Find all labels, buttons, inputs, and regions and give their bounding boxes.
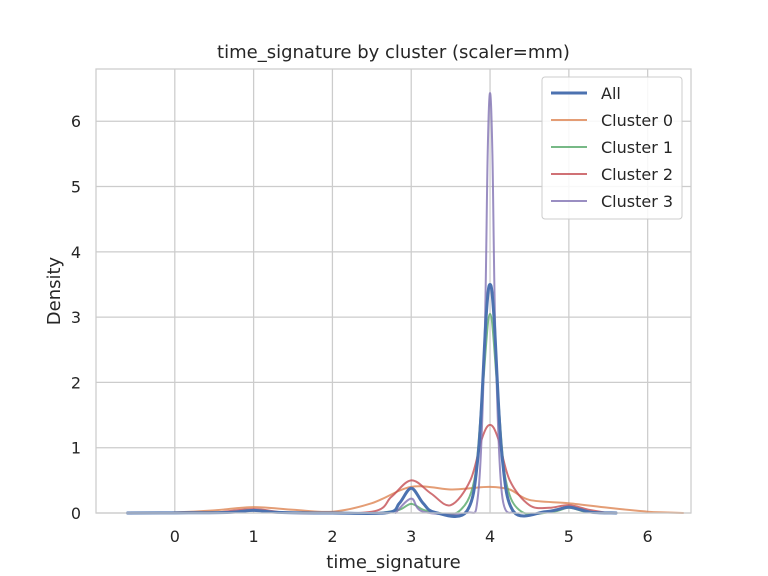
x-tick-label: 4: [485, 527, 495, 546]
y-tick-label: 4: [71, 243, 81, 262]
y-tick-label: 3: [71, 308, 81, 327]
legend-label: Cluster 1: [601, 138, 673, 157]
x-tick-label: 3: [406, 527, 416, 546]
series-line-all: [126, 282, 618, 519]
x-axis-label: time_signature: [326, 552, 460, 573]
x-tick-label: 2: [327, 527, 337, 546]
y-tick-label: 1: [71, 439, 81, 458]
x-tick-label: 0: [170, 527, 180, 546]
legend-label: All: [601, 84, 621, 103]
legend-frame: [541, 76, 683, 220]
y-tick-label: 2: [71, 373, 81, 392]
x-tick-label: 1: [249, 527, 259, 546]
y-tick-label: 6: [71, 112, 81, 131]
legend-label: Cluster 3: [601, 192, 673, 211]
legend: All Cluster 0 Cluster 1 Cluster 2 Cluster 3: [541, 76, 683, 220]
y-tick-labels: 0 1 2 3 4 5 6: [71, 112, 81, 523]
x-tick-labels: 0 1 2 3 4 5 6: [170, 527, 653, 546]
y-tick-label: 5: [71, 178, 81, 197]
y-axis-label: Density: [44, 256, 65, 325]
x-tick-label: 6: [643, 527, 653, 546]
y-tick-label: 0: [71, 504, 81, 523]
series-line-cluster-0: [126, 485, 685, 514]
chart-title: time_signature by cluster (scaler=mm): [217, 42, 570, 63]
legend-label: Cluster 2: [601, 165, 673, 184]
legend-label: Cluster 0: [601, 111, 673, 130]
plot-frame: [95, 68, 692, 514]
x-tick-label: 5: [564, 527, 574, 546]
